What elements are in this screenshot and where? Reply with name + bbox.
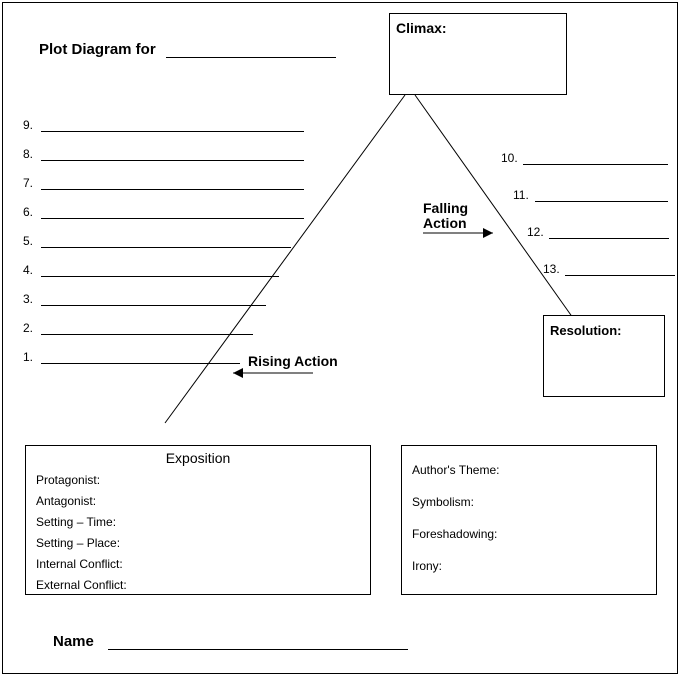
literary-symbolism: Symbolism:: [412, 486, 646, 518]
falling-action-label: Falling Action: [423, 201, 473, 231]
exposition-setting-time: Setting – Time:: [36, 512, 360, 533]
rising-item-5[interactable]: 5.: [23, 234, 291, 248]
exposition-internal-conflict: Internal Conflict:: [36, 554, 360, 575]
exposition-antagonist: Antagonist:: [36, 491, 360, 512]
name-blank[interactable]: [108, 637, 408, 651]
worksheet-frame: Plot Diagram for Climax: Rising Action F…: [2, 2, 678, 674]
rising-item-6[interactable]: 6.: [23, 205, 304, 219]
name-label: Name: [53, 633, 94, 650]
exposition-protagonist: Protagonist:: [36, 470, 360, 491]
literary-box[interactable]: Author's Theme: Symbolism: Foreshadowing…: [401, 445, 657, 595]
rising-item-7[interactable]: 7.: [23, 176, 304, 190]
literary-foreshadowing: Foreshadowing:: [412, 518, 646, 550]
falling-item-13[interactable]: 13.: [543, 262, 675, 276]
rising-item-1[interactable]: 1.: [23, 350, 240, 364]
falling-item-12[interactable]: 12.: [527, 225, 669, 239]
rising-item-3[interactable]: 3.: [23, 292, 266, 306]
rising-action-label: Rising Action: [248, 353, 338, 369]
falling-item-10[interactable]: 10.: [501, 151, 668, 165]
rising-item-8[interactable]: 8.: [23, 147, 304, 161]
resolution-label: Resolution:: [550, 323, 622, 338]
rising-item-4[interactable]: 4.: [23, 263, 279, 277]
name-field[interactable]: Name: [53, 633, 408, 650]
literary-theme: Author's Theme:: [412, 454, 646, 486]
plot-lines: [3, 3, 679, 503]
exposition-title: Exposition: [36, 450, 360, 466]
rising-item-2[interactable]: 2.: [23, 321, 253, 335]
exposition-setting-place: Setting – Place:: [36, 533, 360, 554]
resolution-box[interactable]: Resolution:: [543, 315, 665, 397]
rising-item-9[interactable]: 9.: [23, 118, 304, 132]
falling-item-11[interactable]: 11.: [513, 188, 668, 202]
literary-irony: Irony:: [412, 550, 646, 582]
exposition-box[interactable]: Exposition Protagonist: Antagonist: Sett…: [25, 445, 371, 595]
exposition-external-conflict: External Conflict:: [36, 575, 360, 596]
